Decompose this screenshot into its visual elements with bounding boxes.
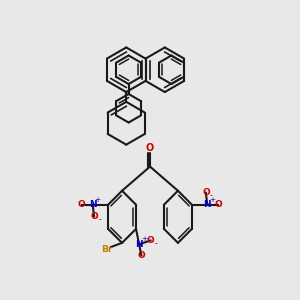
Text: O: O	[78, 200, 86, 209]
Text: +: +	[141, 236, 147, 242]
Text: O: O	[214, 200, 222, 209]
Text: N: N	[203, 200, 211, 209]
Text: +: +	[209, 197, 215, 203]
Text: O: O	[146, 142, 154, 153]
Text: -: -	[98, 215, 101, 224]
Text: Br: Br	[101, 245, 112, 254]
Text: -: -	[210, 191, 213, 200]
Text: +: +	[94, 197, 101, 203]
Text: O: O	[137, 251, 145, 260]
Text: -: -	[154, 239, 158, 248]
Text: N: N	[135, 240, 143, 249]
Text: O: O	[90, 212, 98, 221]
Text: N: N	[89, 200, 97, 209]
Text: O: O	[147, 236, 154, 245]
Text: O: O	[202, 188, 210, 197]
